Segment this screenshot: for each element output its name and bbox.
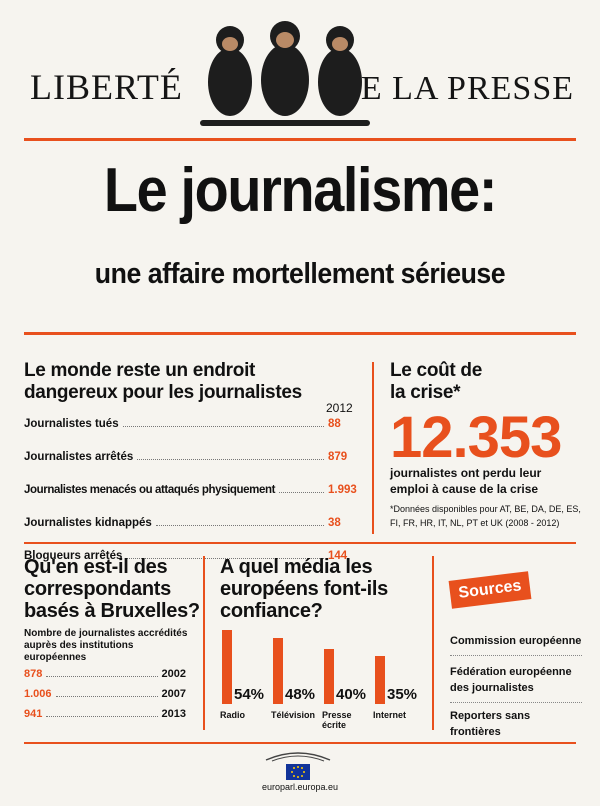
correspondents-year: 2007 bbox=[161, 688, 186, 700]
dangers-title: Le monde reste un endroit dangereux pour… bbox=[24, 360, 302, 403]
correspondents-year: 2002 bbox=[161, 668, 186, 680]
column-divider bbox=[432, 556, 434, 730]
bottom-divider bbox=[24, 742, 576, 744]
media-bar-chart: 54% Radio 48% Télévision 40% Presse écri… bbox=[218, 620, 428, 740]
masthead-left: LIBERTÉ bbox=[30, 67, 183, 107]
correspondents-subtitle: Nombre de journalistes accrédités auprès… bbox=[24, 628, 188, 663]
dangers-row-kidnapped: Journalistes kidnappés 38 bbox=[24, 517, 360, 539]
dangers-row-arrested: Journalistes arrêtés 879 bbox=[24, 451, 360, 473]
correspondents-value: 878 bbox=[24, 668, 43, 680]
media-percent: 35% bbox=[387, 686, 418, 703]
correspondents-row: 878 2002 bbox=[24, 668, 186, 684]
media-bar bbox=[222, 630, 232, 704]
column-divider bbox=[372, 362, 374, 534]
dangers-row-killed: Journalistes tués 88 bbox=[24, 418, 360, 440]
dangers-label: Journalistes kidnappés bbox=[24, 517, 152, 529]
source-divider bbox=[450, 702, 582, 703]
media-bar bbox=[324, 649, 334, 704]
dangers-year: 2012 bbox=[326, 401, 353, 415]
media-percent: 48% bbox=[285, 686, 316, 703]
cost-text: journalistes ont perdu leur emploi à cau… bbox=[390, 466, 542, 496]
dangers-label: Blogueurs arrêtés bbox=[24, 550, 123, 562]
dangers-row-bloggers: Blogueurs arrêtés 144 bbox=[24, 550, 360, 572]
correspondents-value: 941 bbox=[24, 708, 43, 720]
dangers-value: 38 bbox=[328, 517, 341, 529]
correspondents-value: 1.006 bbox=[24, 688, 52, 700]
correspondents-row: 1.006 2007 bbox=[24, 688, 186, 704]
media-label: Radio bbox=[220, 710, 246, 720]
source-item: Fédération européenne des journalistes bbox=[450, 666, 572, 694]
dangers-value: 144 bbox=[328, 550, 348, 562]
cost-title: Le coût de la crise* bbox=[390, 360, 483, 403]
dangers-value: 88 bbox=[328, 418, 341, 430]
leader-dots bbox=[46, 676, 158, 677]
source-item: Commission européenne bbox=[450, 635, 582, 647]
dangers-row-threatened: Journalistes menacés ou attaqués physiqu… bbox=[24, 484, 360, 506]
subheadline: une affaire mortellement sérieuse bbox=[94, 258, 506, 290]
dangers-label: Journalistes menacés ou attaqués physiqu… bbox=[24, 484, 276, 496]
leader-dots bbox=[55, 696, 158, 697]
correspondents-title: Qu'en est-il des correspondants basés à … bbox=[24, 556, 200, 622]
headline-divider bbox=[24, 332, 576, 335]
media-label: Internet bbox=[373, 710, 407, 720]
media-bar bbox=[375, 656, 385, 704]
media-label: Télévision bbox=[271, 710, 316, 720]
footer-url[interactable]: europarl.europa.eu bbox=[261, 782, 339, 792]
three-monkeys-illustration bbox=[200, 21, 370, 126]
media-label: Presse écrite bbox=[322, 710, 352, 730]
media-title: A quel média les européens font-ils conf… bbox=[220, 556, 388, 622]
leader-dots bbox=[155, 525, 324, 526]
dangers-value: 1.993 bbox=[328, 484, 357, 496]
media-bar bbox=[273, 638, 283, 704]
media-percent: 54% bbox=[234, 686, 265, 703]
leader-dots bbox=[279, 492, 324, 493]
dangers-list: Journalistes tués 88 Journalistes arrêté… bbox=[24, 418, 360, 583]
top-divider bbox=[24, 138, 576, 141]
masthead-right: DE LA PRESSE bbox=[335, 70, 574, 107]
media-percent: 40% bbox=[336, 686, 367, 703]
leader-dots bbox=[122, 426, 324, 427]
leader-dots bbox=[46, 716, 158, 717]
correspondents-row: 941 2013 bbox=[24, 708, 186, 724]
european-parliament-logo bbox=[265, 752, 331, 780]
headline: Le journalisme: bbox=[103, 156, 497, 225]
dangers-label: Journalistes arrêtés bbox=[24, 451, 134, 463]
source-divider bbox=[450, 655, 582, 656]
sources-badge: Sources bbox=[448, 571, 532, 609]
cost-number: 12.353 bbox=[390, 405, 562, 470]
correspondents-year: 2013 bbox=[161, 708, 186, 720]
source-item: Reporters sans frontières bbox=[450, 710, 531, 738]
leader-dots bbox=[126, 558, 324, 559]
cost-note: *Données disponibles pour AT, BE, DA, DE… bbox=[390, 504, 581, 528]
leader-dots bbox=[137, 459, 324, 460]
dangers-value: 879 bbox=[328, 451, 348, 463]
section-divider bbox=[24, 542, 576, 544]
column-divider bbox=[203, 556, 205, 730]
dangers-label: Journalistes tués bbox=[24, 418, 119, 430]
